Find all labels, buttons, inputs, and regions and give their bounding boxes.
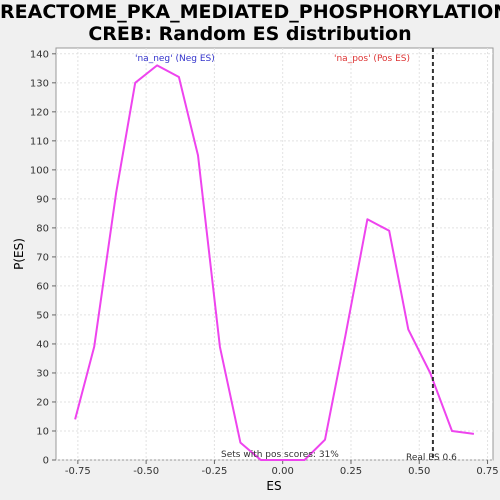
y-tick-label: 40 xyxy=(36,339,49,350)
grid-lines xyxy=(56,48,493,461)
y-tick-label: 120 xyxy=(30,107,49,118)
y-tick-label: 20 xyxy=(36,397,49,408)
neg-es-label: 'na_neg' (Neg ES) xyxy=(135,54,215,64)
real-es-label: Real ES 0.6 xyxy=(406,453,457,463)
y-tick-label: 100 xyxy=(30,165,49,176)
x-tick-label: -0.50 xyxy=(133,466,159,477)
y-tick-label: 10 xyxy=(36,426,49,437)
y-tick-label: 110 xyxy=(30,136,49,147)
y-tick-label: 0 xyxy=(43,456,49,467)
y-tick-label: 90 xyxy=(36,194,49,205)
y-axis-ticks: 0 10 20 30 40 50 60 70 80 90 100 110 120 130 140 xyxy=(30,49,56,467)
x-tick-label: 0.50 xyxy=(408,466,430,477)
x-tick-label: 0.25 xyxy=(340,466,362,477)
x-tick-label: 0.00 xyxy=(272,466,294,477)
chart-title-line-1: REACTOME_PKA_MEDIATED_PHOSPHORYLATION_OF… xyxy=(0,1,500,23)
y-axis-label: P(ES) xyxy=(12,238,26,270)
y-tick-label: 140 xyxy=(30,49,49,60)
x-tick-label: -0.25 xyxy=(201,466,227,477)
chart-title-line-2: CREB: Random ES distribution xyxy=(88,23,412,45)
y-tick-label: 130 xyxy=(30,78,49,89)
y-tick-label: 60 xyxy=(36,281,49,292)
x-tick-label: 0.75 xyxy=(476,466,498,477)
es-density-line xyxy=(74,64,475,461)
x-tick-label: -0.75 xyxy=(65,466,91,477)
y-tick-label: 30 xyxy=(36,368,49,379)
x-axis-label: ES xyxy=(266,479,281,493)
sets-with-pos-scores: Sets with pos scores: 31% xyxy=(221,450,339,460)
y-tick-label: 70 xyxy=(36,252,49,263)
plot-area xyxy=(55,47,494,461)
y-tick-label: 80 xyxy=(36,223,49,234)
y-tick-label: 50 xyxy=(36,310,49,321)
x-axis-ticks: -0.75 -0.50 -0.25 0.00 0.25 0.50 0.75 xyxy=(65,460,499,477)
chart-title: REACTOME_PKA_MEDIATED_PHOSPHORYLATION_OF… xyxy=(0,1,500,45)
pos-es-label: 'na_pos' (Pos ES) xyxy=(334,54,410,64)
